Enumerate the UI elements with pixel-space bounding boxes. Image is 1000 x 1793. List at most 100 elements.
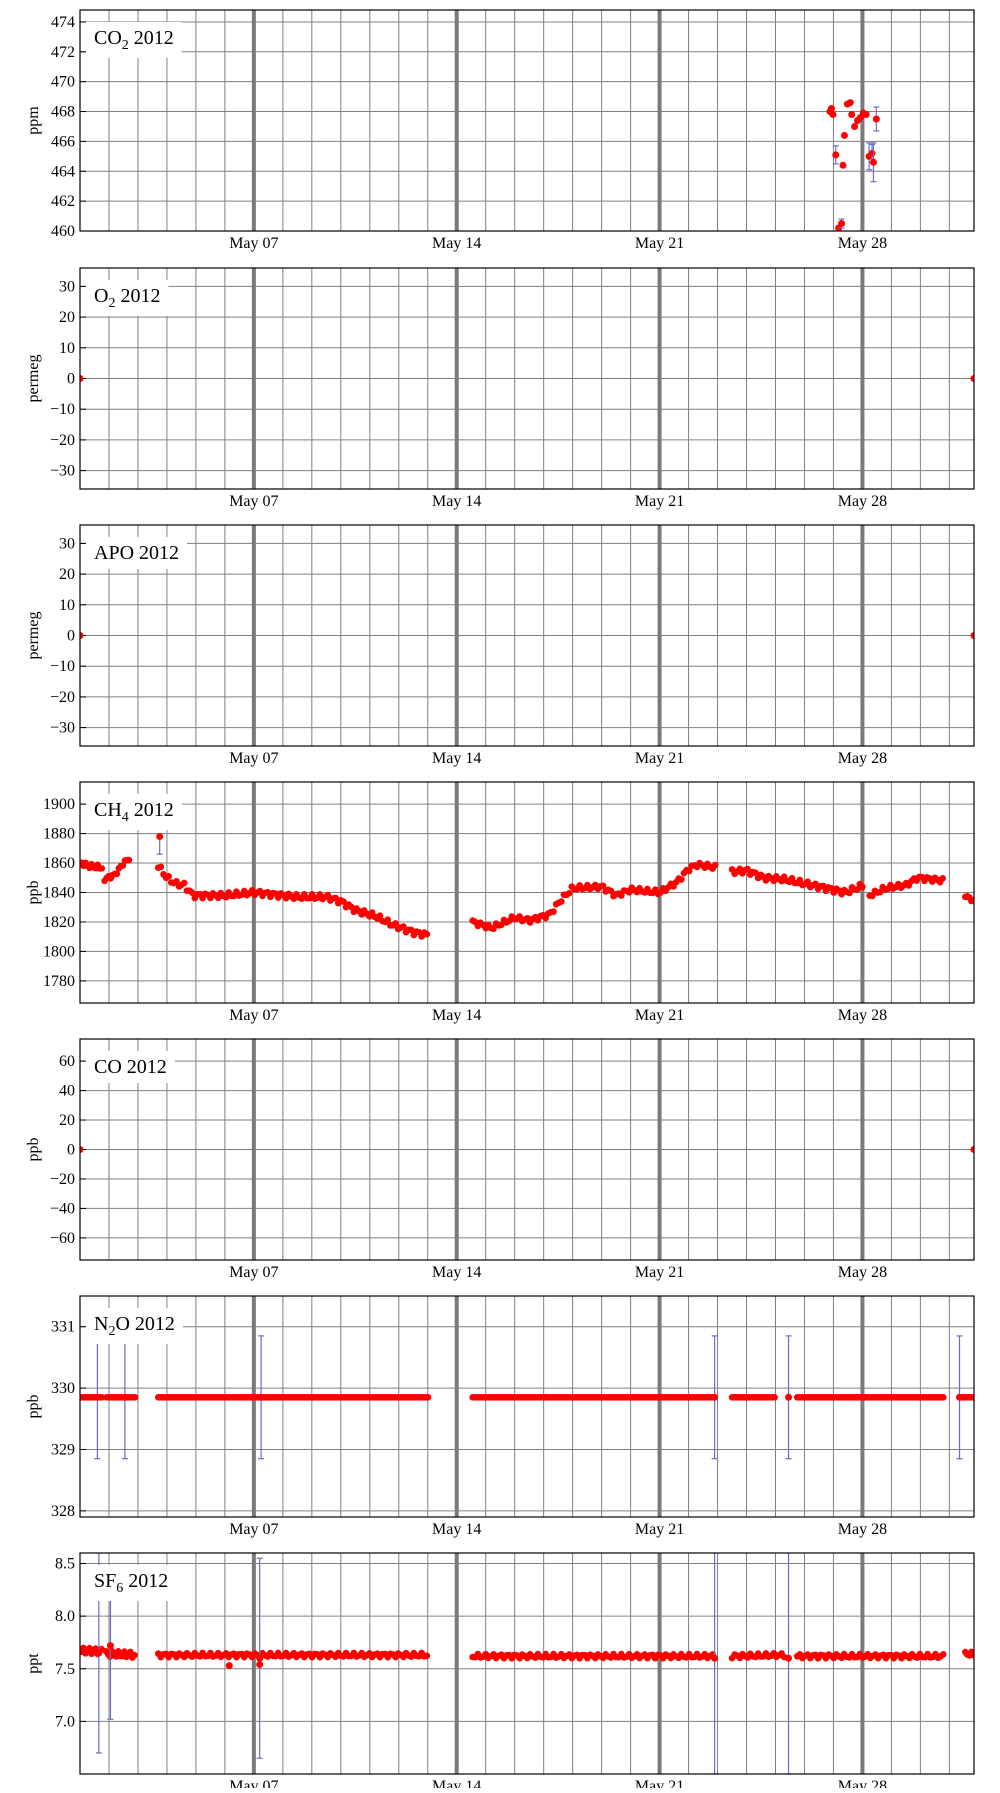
x-tick-label: May 14 (432, 235, 481, 252)
data-point (872, 115, 880, 123)
y-tick-label: 20 (59, 309, 75, 326)
y-tick-label: −20 (50, 689, 75, 706)
y-tick-label: 470 (51, 74, 75, 91)
plot-frame (79, 1552, 975, 1775)
data-point (829, 111, 837, 119)
data-point (599, 882, 607, 890)
data-point (970, 1651, 974, 1659)
data-point (711, 861, 719, 869)
panel-6: 328 329 330 331 May 07 May 14 May 21 May 28 ppb N… (25, 1295, 975, 1538)
data-point (131, 1651, 138, 1659)
y-tick-label: 466 (51, 133, 75, 150)
data-point (785, 1393, 793, 1401)
x-tick-label: May 21 (635, 1778, 684, 1788)
data-point (384, 916, 392, 923)
y-tick-label: 1820 (43, 914, 75, 931)
data-point (257, 1393, 265, 1401)
panel-1: 460 462 464 466 468 470 472 474 May 07 May 14 May … (25, 9, 975, 252)
x-tick-label: May 14 (432, 1007, 481, 1024)
y-tick-label: −30 (50, 720, 75, 737)
data-point (131, 1393, 139, 1401)
data-point (607, 887, 615, 895)
data-point (80, 1146, 84, 1153)
panel-title-background (86, 22, 182, 58)
x-tick-label: May 21 (635, 1264, 684, 1281)
panel-title: CO2 2012 (94, 27, 174, 53)
x-tick-label: May 28 (838, 493, 887, 510)
data-point (113, 870, 121, 878)
data-point (859, 883, 866, 891)
data-point (392, 920, 399, 927)
x-tick-label: May 28 (838, 750, 887, 767)
data-point (848, 111, 856, 119)
x-tick-label: May 07 (229, 493, 278, 510)
data-point (340, 898, 347, 905)
data-layer (80, 1146, 974, 1153)
y-axis-label: permeg (25, 355, 42, 403)
data-point (332, 894, 339, 902)
x-tick-label: May 14 (432, 1778, 481, 1788)
panel-title-tail: 2012 (129, 799, 174, 821)
panel-title-background (86, 280, 169, 316)
data-point (711, 1654, 719, 1662)
x-tick-label: May 28 (838, 1264, 887, 1281)
plot-frame (79, 1295, 975, 1518)
plot-frame (79, 781, 975, 1004)
x-tick-label: May 07 (229, 1007, 278, 1024)
data-point (256, 887, 264, 895)
data-point (181, 879, 188, 887)
y-tick-label: 30 (59, 535, 75, 552)
panel-title-background (86, 794, 182, 830)
data-point (939, 1650, 947, 1658)
y-tick-label: −60 (50, 1230, 75, 1247)
data-layer (826, 99, 880, 231)
y-tick-label: 1900 (43, 796, 75, 813)
data-point (812, 880, 819, 888)
x-tick-label: May 28 (838, 1521, 887, 1538)
data-point (423, 930, 431, 938)
data-point (939, 1393, 947, 1401)
data-point (565, 889, 573, 897)
panel-title-background (86, 1308, 183, 1344)
data-point (832, 151, 840, 159)
y-tick-label: 460 (51, 223, 75, 240)
y-tick-label: 330 (51, 1380, 75, 1397)
data-point (424, 1393, 432, 1401)
y-tick-label: −10 (50, 401, 75, 418)
panel-title-subscript: 2 (108, 1324, 115, 1339)
x-tick-label: May 21 (635, 1007, 684, 1024)
data-point (256, 1654, 264, 1662)
y-tick-label: 329 (51, 1441, 75, 1458)
y-tick-label: 331 (51, 1319, 75, 1336)
data-layer (80, 833, 974, 940)
data-point (80, 632, 84, 639)
data-point (119, 862, 127, 869)
data-point (970, 632, 974, 639)
panel-title-background (86, 1565, 177, 1601)
x-tick-label: May 07 (229, 1264, 278, 1281)
y-tick-label: −40 (50, 1200, 75, 1217)
data-point (685, 867, 693, 875)
panel-title: SF6 2012 (94, 1570, 168, 1596)
data-point (93, 1393, 101, 1401)
y-tick-label: 7.0 (55, 1713, 75, 1730)
panel-title-subscript: 2 (122, 38, 129, 53)
data-point (846, 889, 853, 897)
data-point (95, 1649, 103, 1657)
y-tick-label: −30 (50, 463, 75, 480)
data-point (550, 908, 557, 915)
panel-title-tail: 2012 (115, 285, 160, 307)
data-point (256, 1661, 264, 1669)
data-point (839, 161, 847, 169)
data-point (827, 105, 835, 113)
data-layer (80, 632, 974, 639)
y-tick-label: 1780 (43, 973, 75, 990)
y-tick-label: 1860 (43, 855, 75, 872)
x-tick-label: May 21 (635, 493, 684, 510)
data-point (106, 1642, 114, 1650)
panel-5: −60 −40 −20 0 20 40 60 May 07 May 14 May 21 May 28… (25, 1038, 975, 1281)
data-point (970, 1146, 974, 1153)
panel-3: −30 −20 −10 0 10 20 30 May 07 May 14 May 21 May 28… (25, 524, 975, 767)
panel-title-subscript: 4 (122, 810, 129, 825)
